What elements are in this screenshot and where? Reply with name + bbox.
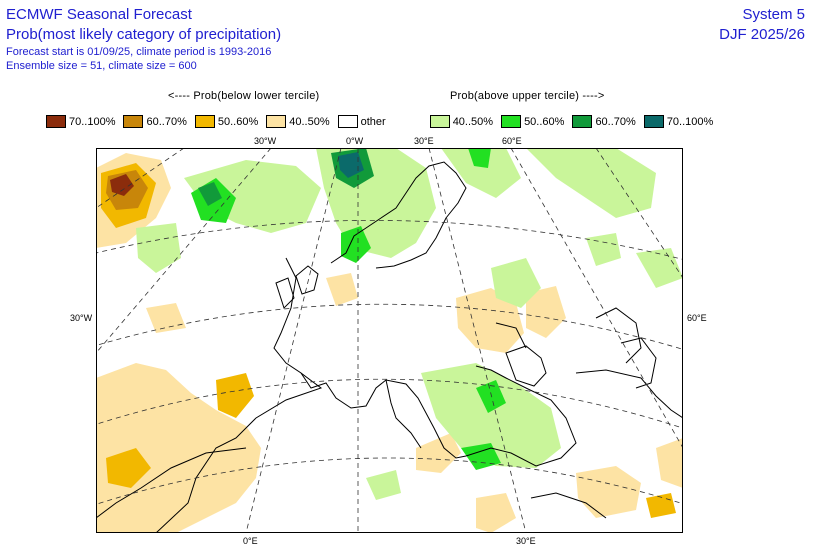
chart-title: ECMWF Seasonal Forecast (6, 6, 192, 23)
legend-label: other (360, 115, 386, 128)
legend-swatch (429, 115, 450, 128)
axis-label-left: 30°W (70, 313, 93, 323)
legend-item: 40..50% (429, 115, 494, 128)
legend-label: 50..60% (217, 115, 259, 128)
legend-label: 40..50% (452, 115, 494, 128)
axis-label-top: 30°W (254, 136, 277, 146)
legend-label: 70..100% (666, 115, 714, 128)
legend-item: 40..50% (266, 115, 330, 128)
legend-label: 70..100% (69, 115, 116, 128)
legend-item: 70..100% (46, 115, 115, 128)
legend-item: 70..100% (643, 115, 714, 128)
legend-item: 60..70% (572, 115, 636, 128)
forecast-map (96, 148, 683, 533)
legend-item: 60..70% (123, 115, 187, 128)
title-block: ECMWF Seasonal Forecast Prob(most likely… (6, 5, 281, 73)
map-panel (96, 148, 683, 538)
above-70-100-regions (338, 152, 364, 178)
coastlines (96, 161, 683, 533)
legend-label: 60..70% (595, 115, 636, 128)
legend-item: 50..60% (194, 115, 259, 128)
legend-label: 60..70% (146, 115, 187, 128)
legend-swatch (123, 115, 144, 128)
below-70-100-regions (110, 174, 134, 196)
map-frame (96, 148, 683, 533)
above-40-50-regions (136, 148, 683, 500)
graticule (96, 148, 683, 533)
legend-swatch (643, 115, 664, 128)
legend-label: 40..50% (289, 115, 330, 128)
axis-label-top: 0°W (346, 136, 364, 146)
chart-subtitle: Prob(most likely category of precipitati… (6, 26, 282, 43)
legend-below-heading: <---- Prob(below lower tercile) (168, 90, 320, 102)
axis-label-bottom: 30°E (516, 536, 536, 546)
system-block: System 5 DJF 2025/26 (719, 5, 805, 45)
forecast-info: Forecast start is 01/09/25, climate peri… (6, 46, 272, 58)
legend-swatch (266, 115, 287, 128)
axis-label-right: 60°E (687, 313, 707, 323)
legend-label: 50..60% (524, 115, 565, 128)
legend-above-heading: Prob(above upper tercile) ----> (450, 90, 605, 102)
legend-item: other (337, 115, 386, 128)
legend: 70..100% 60..70% 50..60% 40..50% other 4… (46, 115, 721, 128)
season-label: DJF 2025/26 (719, 26, 805, 43)
legend-swatch (194, 115, 215, 128)
axis-label-top: 30°E (414, 136, 434, 146)
legend-swatch (337, 115, 358, 128)
legend-swatch (572, 115, 593, 128)
legend-swatch (46, 115, 66, 128)
legend-item: 50..60% (501, 115, 564, 128)
axis-label-top: 60°E (502, 136, 522, 146)
legend-swatch (501, 115, 522, 128)
axis-label-bottom: 0°E (243, 536, 258, 546)
system-label: System 5 (742, 6, 805, 23)
ensemble-info: Ensemble size = 51, climate size = 600 (6, 60, 197, 72)
